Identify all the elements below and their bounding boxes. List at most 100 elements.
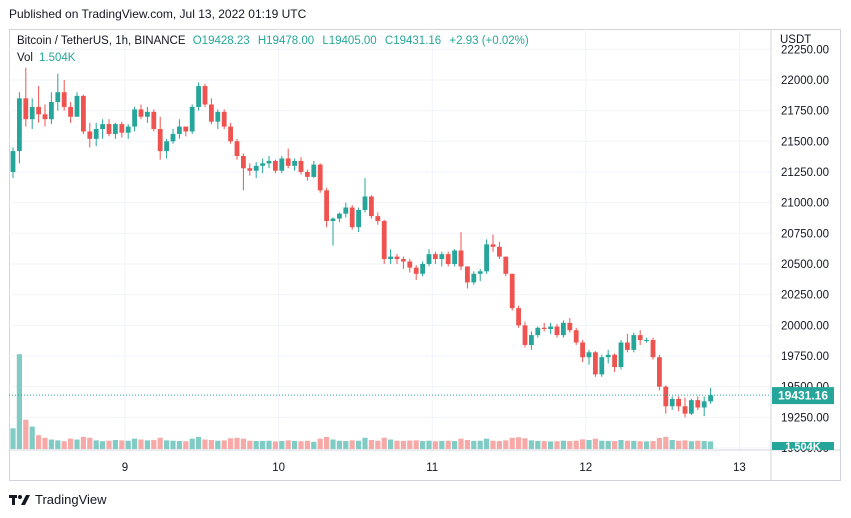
candle-body: [273, 160, 278, 171]
symbol-name: Bitcoin / TetherUS, 1h, BINANCE: [17, 35, 186, 47]
volume-bar: [413, 440, 419, 449]
volume-bar: [522, 438, 528, 449]
volume-legend: Vol 1.504K: [17, 52, 75, 64]
volume-bar: [80, 436, 86, 449]
y-tick-label: 19750.00: [781, 351, 829, 363]
volume-bar: [260, 440, 266, 449]
candle-body: [247, 168, 253, 171]
candle-body: [708, 395, 713, 402]
volume-bar: [560, 440, 566, 449]
candle-body: [452, 250, 457, 264]
x-tick-label: 11: [426, 462, 438, 474]
volume-bar: [567, 441, 573, 449]
volume-bar: [112, 440, 118, 449]
candle-body: [42, 114, 48, 120]
candle-body: [87, 131, 93, 139]
y-tick-label: 21500.00: [781, 136, 829, 148]
candle-body: [516, 308, 521, 326]
volume-bar: [516, 437, 522, 449]
candle-body: [605, 354, 611, 358]
candle-body: [241, 156, 246, 169]
tradingview-footer[interactable]: TradingView: [9, 492, 107, 507]
volume-bar: [157, 437, 163, 449]
candle-body: [74, 95, 80, 117]
candlestick-chart[interactable]: 22250.00 22000.00 21750.00 21500.00 21250.00…: [9, 29, 841, 481]
candle-body: [221, 111, 227, 127]
x-tick-label: 9: [122, 462, 128, 474]
volume-bar: [464, 440, 470, 449]
volume-bar: [458, 438, 464, 449]
candle-body: [311, 164, 317, 177]
volume-bar: [100, 441, 106, 449]
x-tick-label: 13: [733, 462, 746, 474]
volume-bar: [253, 441, 259, 449]
candle-body: [61, 92, 67, 107]
volume-badge-text: 1.504K: [785, 441, 821, 453]
volume-bar: [388, 439, 394, 449]
candle-body: [253, 165, 259, 171]
candle-body: [17, 98, 22, 152]
candle-body: [420, 263, 425, 274]
candle-body: [458, 250, 464, 267]
volume-bar: [29, 426, 35, 449]
open-value: O19428.23: [192, 35, 250, 47]
volume-bar: [349, 440, 355, 449]
candle-body: [381, 221, 387, 260]
volume-bar: [528, 440, 534, 449]
volume-bar: [336, 440, 342, 449]
volume-bar: [247, 440, 253, 449]
volume-bar: [701, 441, 707, 449]
volume-bar: [317, 438, 323, 449]
last-price-text: 19431.16: [778, 389, 828, 403]
candle-body: [285, 158, 291, 166]
candle-body: [49, 102, 54, 120]
candle-body: [388, 256, 393, 260]
tradingview-logo-icon: [9, 494, 30, 505]
volume-bar: [592, 438, 598, 449]
candle-body: [497, 246, 502, 257]
published-text: Published on TradingView.com, Jul 13, 20…: [9, 7, 307, 21]
volume-bar: [426, 440, 432, 449]
volume-bar: [356, 440, 362, 449]
volume-bar: [573, 440, 579, 449]
y-tick-label: 20250.00: [781, 290, 829, 302]
volume-bar: [240, 438, 246, 449]
volume-bar: [132, 438, 138, 449]
volume-bar: [272, 441, 278, 449]
volume-bar: [650, 441, 656, 449]
candle-body: [401, 259, 406, 262]
volume-bar: [644, 441, 650, 449]
candle-body: [522, 325, 528, 345]
volume-bar: [55, 440, 61, 449]
candle-body: [631, 335, 637, 350]
volume-bar: [304, 440, 310, 449]
candle-body: [477, 271, 483, 274]
volume-bar: [439, 440, 445, 449]
candle-body: [209, 104, 214, 122]
volume-bar: [432, 441, 438, 449]
candle-body: [682, 406, 688, 414]
candle-body: [93, 129, 99, 139]
candle-body: [644, 340, 649, 342]
candle-body: [266, 160, 272, 164]
volume-bar: [266, 440, 272, 449]
volume-bar: [202, 439, 208, 449]
candle-body: [292, 160, 297, 166]
volume-bar: [631, 440, 637, 449]
volume-bar: [164, 440, 170, 449]
volume-bar: [208, 440, 214, 449]
volume-bar: [170, 440, 176, 449]
candle-body: [349, 207, 355, 228]
close-value: C19431.16: [384, 35, 442, 47]
candle-body: [10, 151, 16, 172]
candle-body: [439, 254, 445, 260]
change-value: +2.93 (+0.02%): [449, 35, 529, 47]
candle-body: [580, 342, 585, 358]
candle-body: [695, 400, 701, 408]
candle-body: [471, 273, 477, 283]
volume-bar: [93, 440, 99, 449]
candle-body: [145, 111, 150, 117]
volume-bar: [400, 440, 406, 449]
candle-body: [234, 141, 240, 157]
y-tick-label: 22000.00: [781, 75, 829, 87]
